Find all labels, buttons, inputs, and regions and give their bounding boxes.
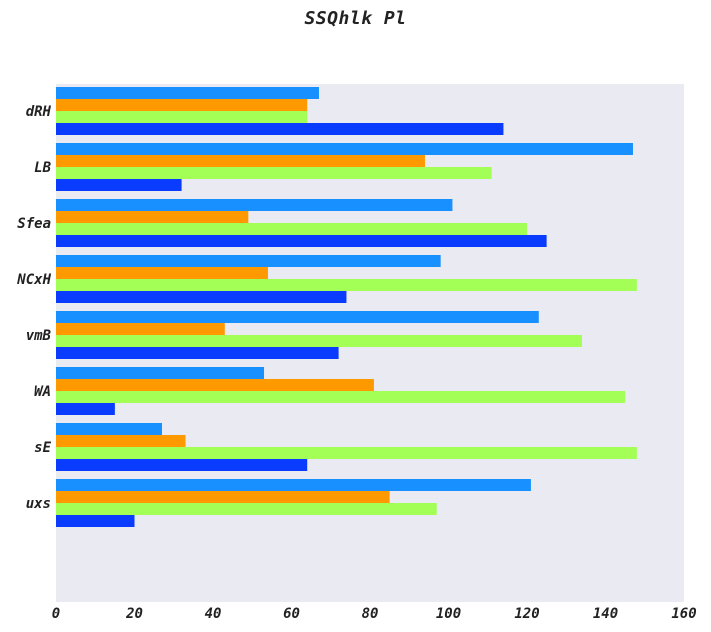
x-tick-label: 100 xyxy=(436,606,461,622)
bar-NCxH-series-2 xyxy=(56,267,268,279)
bar-Sfea-series-4 xyxy=(56,235,547,247)
x-tick-label: 80 xyxy=(362,606,379,622)
x-tick-label: 0 xyxy=(52,606,60,622)
bar-NCxH-series-1 xyxy=(56,255,441,267)
bar-dRH-series-1 xyxy=(56,87,319,99)
y-tick-label: LB xyxy=(34,160,51,176)
bar-sE-series-3 xyxy=(56,447,637,459)
y-tick-label: vmB xyxy=(26,328,52,344)
bars-group xyxy=(56,87,637,527)
x-tick-label: 20 xyxy=(125,606,143,622)
bar-LB-series-4 xyxy=(56,179,182,191)
bar-sE-series-4 xyxy=(56,459,308,471)
bar-WA-series-1 xyxy=(56,367,265,379)
bar-NCxH-series-4 xyxy=(56,291,347,303)
bar-Sfea-series-1 xyxy=(56,199,453,211)
bar-vmB-series-3 xyxy=(56,335,582,347)
y-tick-label: NCxH xyxy=(16,272,51,288)
y-tick-label: sE xyxy=(34,440,51,456)
x-axis-ticks: 0 20 40 60 80 100 120 140 160 xyxy=(52,606,697,622)
y-tick-label: WA xyxy=(34,384,51,400)
x-tick-label: 160 xyxy=(671,606,696,622)
bar-vmB-series-1 xyxy=(56,311,539,323)
bar-Sfea-series-2 xyxy=(56,211,249,223)
bar-uxs-series-4 xyxy=(56,515,135,527)
y-axis-labels: dRH LB Sfea NCxH vmB WA sE uxs xyxy=(16,104,51,512)
x-tick-label: 140 xyxy=(593,606,618,622)
y-tick-label: dRH xyxy=(26,104,52,120)
bar-uxs-series-2 xyxy=(56,491,390,503)
bar-vmB-series-2 xyxy=(56,323,225,335)
x-tick-label: 60 xyxy=(283,606,300,622)
bar-uxs-series-3 xyxy=(56,503,437,515)
bar-LB-series-1 xyxy=(56,143,633,155)
y-tick-label: Sfea xyxy=(17,216,51,232)
x-tick-label: 40 xyxy=(205,606,222,622)
bar-WA-series-4 xyxy=(56,403,115,415)
bar-LB-series-2 xyxy=(56,155,425,167)
y-tick-label: uxs xyxy=(26,496,51,512)
bar-WA-series-2 xyxy=(56,379,374,391)
chart-title: SSQhlk Pl xyxy=(304,8,407,29)
bar-vmB-series-4 xyxy=(56,347,339,359)
bar-sE-series-2 xyxy=(56,435,186,447)
bar-uxs-series-1 xyxy=(56,479,531,491)
x-tick-label: 120 xyxy=(514,606,539,622)
bar-Sfea-series-3 xyxy=(56,223,527,235)
bar-dRH-series-2 xyxy=(56,99,308,111)
bar-LB-series-3 xyxy=(56,167,492,179)
bar-dRH-series-3 xyxy=(56,111,308,123)
bar-sE-series-1 xyxy=(56,423,162,435)
bar-WA-series-3 xyxy=(56,391,626,403)
bar-dRH-series-4 xyxy=(56,123,504,135)
bar-NCxH-series-3 xyxy=(56,279,637,291)
